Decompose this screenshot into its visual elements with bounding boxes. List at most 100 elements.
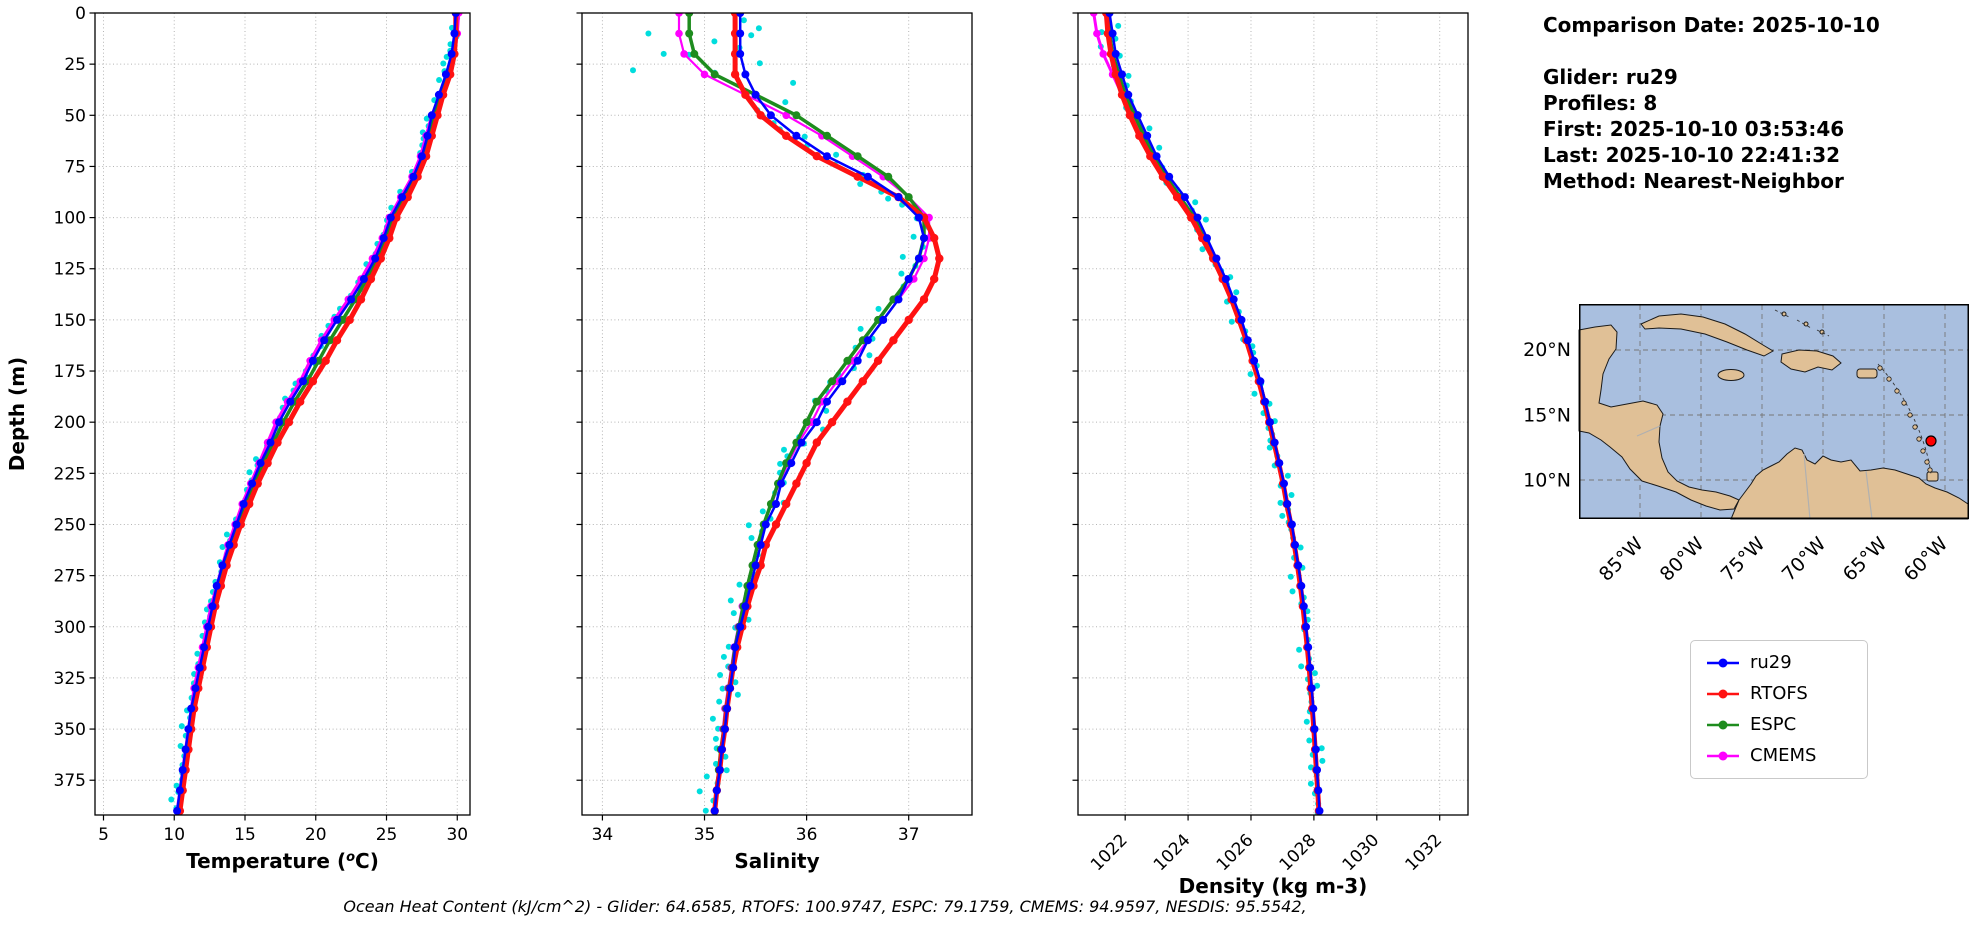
depth-tick-label: 200	[54, 413, 86, 433]
spacer	[1543, 38, 1880, 64]
map-frame	[1579, 304, 1969, 519]
depth-tick-label: 50	[64, 106, 86, 126]
legend-marker-ESPC	[1707, 720, 1739, 730]
profile-count: Profiles: 8	[1543, 91, 1658, 115]
x-tick-label: 1028	[1276, 830, 1321, 875]
axes-frame	[1077, 12, 1469, 816]
cuba-island	[1640, 313, 1774, 357]
panel-salinity: 34 35 36 37 Salinity	[576, 12, 973, 873]
profile-charts: 5 10 15 20 25 3002550751001251501752002252502…	[5, 4, 1469, 898]
y-ticks	[1072, 12, 1078, 781]
raw-glider-scatter	[168, 15, 461, 812]
depth-tick-label: 300	[54, 618, 86, 638]
data-layer	[168, 13, 463, 815]
lesser-antilles-islands	[1877, 365, 1933, 473]
axes-frame	[581, 12, 973, 816]
x-tick-label: 5	[98, 825, 109, 845]
ESPC-markers	[174, 13, 460, 815]
series-RTOFS	[175, 13, 460, 815]
data-layer	[1089, 13, 1326, 815]
legend-label: RTOFS	[1750, 683, 1808, 704]
raw-glider-scatter	[1097, 16, 1326, 815]
x-ticks: 5 10 15 20 25 30	[98, 815, 468, 845]
comparison-date: Comparison Date: 2025-10-10	[1543, 13, 1880, 37]
legend-marker-RTOFS	[1707, 689, 1739, 699]
x-ticks: 34 35 36 37	[592, 815, 920, 845]
x-axis-title: Density (kg m-3)	[1179, 874, 1368, 898]
x-tick-label: 1022	[1087, 830, 1132, 875]
x-tick-label: 1024	[1150, 830, 1195, 875]
legend-marker-ru29	[1707, 658, 1739, 668]
series-CMEMS	[173, 13, 463, 815]
map-land	[1578, 311, 1969, 520]
legend-item-ru29: ru29	[1705, 653, 1853, 673]
depth-tick-label: 325	[54, 669, 86, 689]
y-axis-title: Depth (m)	[5, 357, 29, 471]
CMEMS-markers	[173, 13, 463, 815]
legend-label: CMEMS	[1750, 745, 1817, 766]
lon-tick-label: 60°W	[1900, 533, 1953, 586]
raw-glider-scatter	[630, 17, 932, 814]
grid-lines	[582, 12, 972, 815]
ru29-markers	[173, 13, 460, 815]
series-ru29	[173, 13, 460, 815]
series-RTOFS	[1102, 13, 1324, 815]
first-profile-time: First: 2025-10-10 03:53:46	[1543, 117, 1845, 141]
legend: ru29 RTOFS ESPC CMEMS	[1690, 640, 1868, 779]
comparison-method: Method: Nearest-Neighbor	[1543, 169, 1844, 193]
series-ESPC	[174, 13, 460, 815]
jamaica-island	[1717, 369, 1745, 381]
depth-tick-label: 0	[75, 4, 86, 24]
x-tick-label: 34	[592, 825, 614, 845]
depth-tick-label: 250	[54, 515, 86, 535]
x-axis-title: Temperature (oC)	[186, 849, 379, 873]
series-ru29	[710, 13, 928, 815]
hispaniola-island	[1780, 349, 1842, 373]
x-tick-label: 15	[234, 825, 256, 845]
y-ticks	[576, 12, 582, 781]
lat-tick-label: 10°N	[1523, 469, 1571, 491]
series-ru29	[1105, 13, 1324, 815]
x-tick-label: 37	[898, 825, 920, 845]
x-tick-label: 30	[446, 825, 468, 845]
ocean-heat-content-caption: Ocean Heat Content (kJ/cm^2) - Glider: 6…	[343, 897, 1307, 916]
depth-tick-label: 350	[54, 720, 86, 740]
depth-tick-label: 150	[54, 311, 86, 331]
x-tick-label: 1026	[1213, 830, 1258, 875]
panel-temperature: 5 10 15 20 25 3002550751001251501752002252502…	[5, 4, 471, 873]
lat-tick-label: 20°N	[1523, 339, 1571, 361]
trinidad-island	[1926, 471, 1939, 482]
x-tick-label: 1032	[1401, 830, 1446, 875]
x-ticks: 1022 1024 1026 1028 1030 1032	[1087, 815, 1446, 875]
x-tick-label: 10	[163, 825, 185, 845]
x-tick-label: 1030	[1339, 830, 1384, 875]
legend-item-ESPC: ESPC	[1705, 715, 1853, 735]
info-block: Comparison Date: 2025-10-10 Glider: ru29…	[1543, 12, 1880, 194]
x-tick-label: 35	[694, 825, 716, 845]
bahamas-dashed-outline	[1774, 309, 1830, 337]
data-layer	[630, 13, 944, 815]
RTOFS-markers	[175, 13, 460, 815]
x-axis-title: Salinity	[734, 849, 819, 873]
depth-tick-label: 25	[64, 55, 86, 75]
legend-item-CMEMS: CMEMS	[1705, 746, 1853, 766]
depth-tick-label: 75	[64, 157, 86, 177]
axes-frame	[94, 12, 471, 816]
lesser-antilles-arc	[1877, 363, 1932, 475]
y-ticks: 0 25 50 75 100 125 150 175 200 225 250 275 300 325 350…	[54, 4, 95, 791]
x-tick-label: 36	[796, 825, 818, 845]
legend-label: ESPC	[1750, 714, 1797, 735]
panel-density: 1022 1024 1026 1028 1030 1032 Density (kg m-3)	[1072, 12, 1469, 898]
central-america-land	[1578, 324, 1740, 511]
lon-tick-label: 65°W	[1839, 533, 1892, 586]
last-profile-time: Last: 2025-10-10 22:41:32	[1543, 143, 1841, 167]
south-america-land	[1730, 447, 1969, 520]
depth-tick-label: 375	[54, 771, 86, 791]
lat-tick-label: 15°N	[1523, 404, 1571, 426]
ru29-markers	[710, 13, 928, 815]
legend-marker-CMEMS	[1707, 751, 1739, 761]
depth-tick-label: 275	[54, 567, 86, 587]
country-borders	[1636, 425, 1873, 520]
puerto-rico-island	[1856, 368, 1878, 379]
